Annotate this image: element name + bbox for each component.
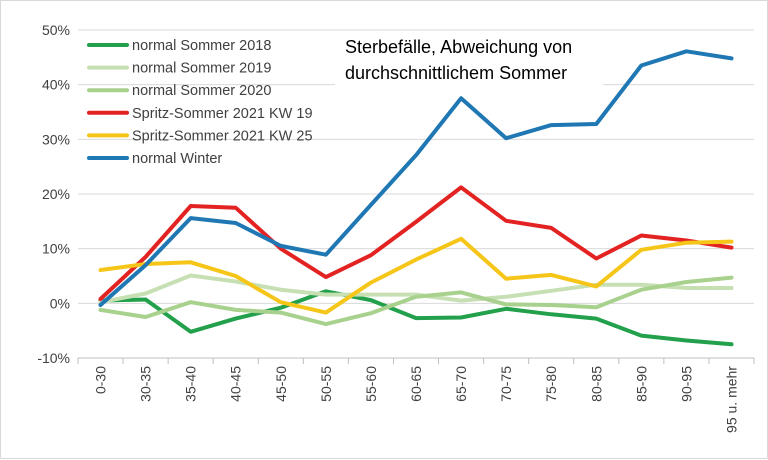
x-tick-label: 45-50 [273, 366, 289, 402]
x-tick-label: 95 u. mehr [723, 366, 739, 433]
y-tick-label: 0% [50, 295, 70, 311]
chart-title-line: Sterbefälle, Abweichung von [345, 37, 572, 57]
axes: -10% 0% 10% 20% 30% 40% 50% 0-30 30-35 35-40 40-45… [37, 22, 755, 433]
x-tick-label: 75-80 [543, 366, 559, 402]
x-tick-label: 35-40 [183, 366, 199, 402]
title-background [335, 31, 603, 87]
x-tick-label: 30-35 [138, 366, 154, 402]
x-tick-label: 40-45 [228, 366, 244, 402]
chart-title-line: durchschnittlichem Sommer [345, 63, 567, 83]
chart-title: Sterbefälle, Abweichung von durchschnittl… [335, 31, 603, 87]
y-tick-label: -10% [37, 350, 70, 366]
x-tick-label: 55-60 [363, 366, 379, 402]
series-lines [98, 49, 734, 347]
x-tick-label: 80-85 [588, 366, 604, 402]
y-tick-label: 50% [42, 22, 70, 38]
x-tick-label: 60-65 [408, 366, 424, 402]
series-line-2 [98, 273, 734, 305]
legend-label: Spritz-Sommer 2021 KW 19 [132, 106, 313, 122]
x-tick-label: 70-75 [498, 366, 514, 402]
y-tick-label: 20% [42, 186, 70, 202]
series-line-3 [98, 275, 734, 327]
series-line-1 [98, 289, 734, 347]
series-line-4 [98, 185, 734, 301]
x-tick-label: 65-70 [453, 366, 469, 402]
y-tick-label: 30% [42, 131, 70, 147]
x-tick-label: 0-30 [93, 366, 109, 394]
legend-label: normal Sommer 2020 [132, 83, 271, 99]
legend-label: normal Sommer 2018 [132, 38, 271, 54]
x-tick-label: 50-55 [318, 366, 334, 402]
series-line-5 [98, 236, 734, 315]
legend-label: Spritz-Sommer 2021 KW 25 [132, 128, 313, 144]
y-tick-label: 40% [42, 77, 70, 93]
x-tick-label: 85-90 [633, 366, 649, 402]
series-line-6 [98, 49, 734, 307]
legend-label: normal Sommer 2019 [132, 61, 271, 77]
y-tick-label: 10% [42, 241, 70, 257]
legend-label: normal Winter [132, 151, 222, 167]
x-tick-label: 90-95 [678, 366, 694, 402]
legend: normal Sommer 2018 normal Sommer 2019 norm… [87, 38, 313, 167]
